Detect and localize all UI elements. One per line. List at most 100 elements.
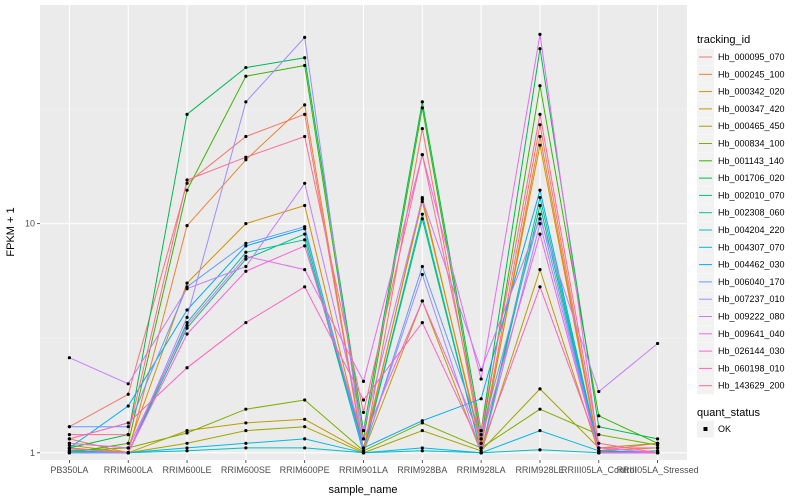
- data-point-Hb_060198_010: [361, 398, 366, 402]
- data-point-Hb_004462_030: [479, 397, 483, 401]
- data-point-Hb_002308_060: [303, 238, 307, 242]
- data-point-Hb_004462_030: [185, 308, 189, 312]
- x-axis: PB350LA RRIM600LA RRIM600LE RRIM600SE RRIM60…: [50, 460, 699, 475]
- legend2-label-OK: OK: [718, 424, 731, 434]
- legend-label-Hb_000465_450: Hb_000465_450: [718, 121, 785, 131]
- data-point-Hb_009222_080: [361, 428, 366, 433]
- data-point-Hb_001143_140: [420, 106, 424, 110]
- data-point-Hb_143629_200: [655, 451, 660, 455]
- data-point-Hb_000465_450: [185, 441, 189, 445]
- data-point-Hb_004204_220: [420, 449, 424, 453]
- data-point-Hb_000245_100: [538, 134, 542, 139]
- data-point-Hb_006040_170: [538, 212, 542, 216]
- data-point-Hb_000245_100: [185, 224, 189, 228]
- data-point-Hb_004307_070: [538, 428, 542, 433]
- legend-label-Hb_000342_020: Hb_000342_020: [718, 87, 785, 97]
- data-point-Hb_006040_170: [420, 264, 424, 269]
- data-point-Hb_002308_060: [185, 320, 189, 325]
- data-point-Hb_000342_020: [420, 199, 424, 204]
- data-point-Hb_000095_070: [126, 392, 130, 396]
- data-point-Hb_004462_030: [538, 188, 542, 192]
- data-point-Hb_007237_010: [420, 272, 424, 277]
- data-point-Hb_000245_100: [244, 158, 248, 162]
- legend-label-Hb_001143_140: Hb_001143_140: [718, 156, 784, 166]
- legend-label-Hb_004204_220: Hb_004204_220: [718, 225, 785, 235]
- x-tick-label: RRIM600LA: [104, 465, 153, 475]
- data-point-Hb_000465_450: [303, 425, 307, 429]
- data-point-Hb_009222_080: [538, 217, 542, 221]
- x-tick-label: RRIII05LA_Stressed: [617, 465, 699, 475]
- data-point-Hb_060198_010: [303, 285, 307, 289]
- data-point-Hb_004204_220: [303, 446, 307, 450]
- y-axis: 1 10: [25, 219, 40, 458]
- data-point-Hb_060198_010: [479, 446, 483, 450]
- data-point-Hb_006040_170: [244, 241, 248, 245]
- legend-label-Hb_060198_010: Hb_060198_010: [718, 363, 785, 373]
- data-point-Hb_143629_200: [361, 410, 366, 415]
- data-point-Hb_143629_200: [303, 134, 307, 139]
- legend-label-Hb_009641_040: Hb_009641_040: [718, 329, 785, 339]
- data-point-Hb_143629_200: [479, 428, 483, 433]
- data-point-Hb_004204_220: [185, 449, 189, 453]
- legend: tracking_id Hb_000095_070 Hb_000245_100 Hb…: [697, 34, 785, 438]
- data-point-Hb_001143_140: [655, 441, 660, 445]
- data-point-Hb_026144_030: [185, 332, 189, 336]
- x-tick-label: RRIM928LE: [515, 465, 564, 475]
- data-point-Hb_060198_010: [67, 437, 72, 441]
- data-point-Hb_004462_030: [244, 244, 248, 248]
- legend-label-Hb_000834_100: Hb_000834_100: [718, 139, 785, 149]
- x-tick-label: PB350LA: [50, 465, 88, 475]
- data-point-Hb_000465_450: [538, 387, 542, 391]
- data-point-Hb_060198_010: [538, 285, 542, 289]
- data-point-Hb_007237_010: [303, 35, 307, 39]
- data-point-Hb_004204_220: [244, 446, 248, 450]
- data-point-Hb_004307_070: [244, 441, 248, 445]
- data-point-Hb_002010_070: [420, 217, 424, 221]
- data-point-Hb_060198_010: [597, 446, 601, 450]
- y-axis-title: FPKM + 1: [5, 207, 17, 256]
- data-point-Hb_007237_010: [244, 100, 248, 104]
- data-point-Hb_000347_420: [185, 428, 189, 433]
- grid: [40, 5, 687, 460]
- x-tick-label: RRIM600PE: [280, 465, 330, 475]
- data-point-Hb_004462_030: [420, 419, 424, 423]
- data-point-Hb_007237_010: [479, 451, 483, 455]
- data-point-Hb_001706_020: [244, 65, 248, 70]
- data-point-Hb_026144_030: [244, 269, 248, 273]
- data-point-Hb_060198_010: [655, 446, 660, 450]
- data-point-Hb_001706_020: [420, 100, 424, 104]
- data-point-Hb_001706_020: [538, 47, 542, 51]
- data-point-Hb_143629_200: [244, 155, 248, 159]
- legend-label-Hb_002308_060: Hb_002308_060: [718, 208, 785, 218]
- data-point-Hb_001143_140: [597, 414, 601, 418]
- x-tick-label: RRIM901LA: [339, 465, 388, 475]
- x-tick-label: RRIM928BA: [397, 465, 447, 475]
- data-point-Hb_009641_040: [361, 379, 366, 383]
- data-point-Hb_004307_070: [303, 437, 307, 441]
- data-point-Hb_009222_080: [244, 264, 248, 269]
- data-point-Hb_026144_030: [420, 299, 424, 303]
- data-point-Hb_026144_030: [597, 451, 601, 455]
- legend-label-Hb_009222_080: Hb_009222_080: [718, 312, 785, 322]
- data-point-Hb_007237_010: [67, 451, 72, 455]
- data-point-Hb_006040_170: [126, 425, 130, 429]
- x-tick-label: RRIM928LA: [457, 465, 506, 475]
- data-point-Hb_143629_200: [538, 112, 542, 116]
- data-point-Hb_000465_450: [420, 428, 424, 433]
- legend-label-Hb_006040_170: Hb_006040_170: [718, 277, 785, 287]
- x-tick-label: RRIM600SE: [221, 465, 271, 475]
- data-point-Hb_009222_080: [67, 356, 72, 360]
- data-point-Hb_026144_030: [538, 232, 542, 236]
- data-point-Hb_000245_100: [303, 103, 307, 107]
- data-point-Hb_000095_070: [538, 123, 542, 127]
- legend-label-Hb_004462_030: Hb_004462_030: [718, 260, 785, 270]
- legend-label-Hb_000245_100: Hb_000245_100: [718, 69, 785, 79]
- data-point-Hb_004462_030: [126, 404, 130, 408]
- data-point-Hb_002010_070: [538, 203, 542, 208]
- data-point-Hb_002010_070: [185, 326, 189, 330]
- data-point-Hb_060198_010: [126, 421, 130, 425]
- data-point-Hb_009641_040: [185, 323, 189, 327]
- data-point-Hb_000834_100: [303, 398, 307, 402]
- data-point-Hb_143629_200: [597, 441, 601, 445]
